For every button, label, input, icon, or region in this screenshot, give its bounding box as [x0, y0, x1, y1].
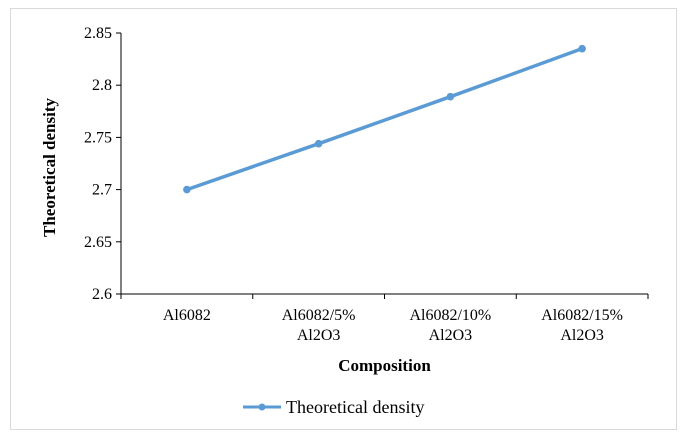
x-tick-label: Al6082/10% Al2O3: [409, 307, 491, 344]
data-point: [578, 44, 586, 53]
y-tick-label: 2.85: [84, 25, 112, 42]
y-axis-title: Theoretical density: [40, 98, 59, 237]
x-tick-label: Al6082: [163, 307, 211, 324]
x-tick-label-line: Al2O3: [297, 327, 341, 344]
x-tick-label-line: Al6082: [163, 307, 211, 324]
series-line: [185, 46, 584, 192]
x-tick-label: Al6082/15% Al2O3: [541, 307, 623, 344]
x-tick-label-line: Al2O3: [560, 327, 604, 344]
x-tick-label-line: Al6082/5%: [282, 307, 356, 324]
data-point: [446, 92, 455, 101]
series-layer: [183, 44, 586, 194]
y-tick-label: 2.65: [84, 234, 112, 251]
x-tick-label-line: Al6082/15%: [541, 307, 623, 324]
legend-entry-label: Theoretical density: [286, 397, 424, 417]
y-tick-label: 2.7: [92, 182, 112, 199]
data-point: [183, 185, 191, 194]
y-tick-label: 2.75: [84, 129, 112, 146]
legend-point-marker: [258, 403, 266, 411]
y-axis-ticks: 2.6 2.65 2.7 2.75 2.8 2.85: [84, 25, 121, 303]
x-tick-label: Al6082/5% Al2O3: [282, 307, 356, 344]
legend: Theoretical density: [243, 397, 424, 417]
data-point: [314, 139, 323, 148]
y-tick-label: 2.6: [92, 286, 112, 303]
x-tick-label-line: Al6082/10%: [409, 307, 491, 324]
x-tick-label-line: Al2O3: [429, 327, 473, 344]
y-tick-label: 2.8: [92, 77, 112, 94]
x-axis-title: Composition: [338, 356, 431, 375]
